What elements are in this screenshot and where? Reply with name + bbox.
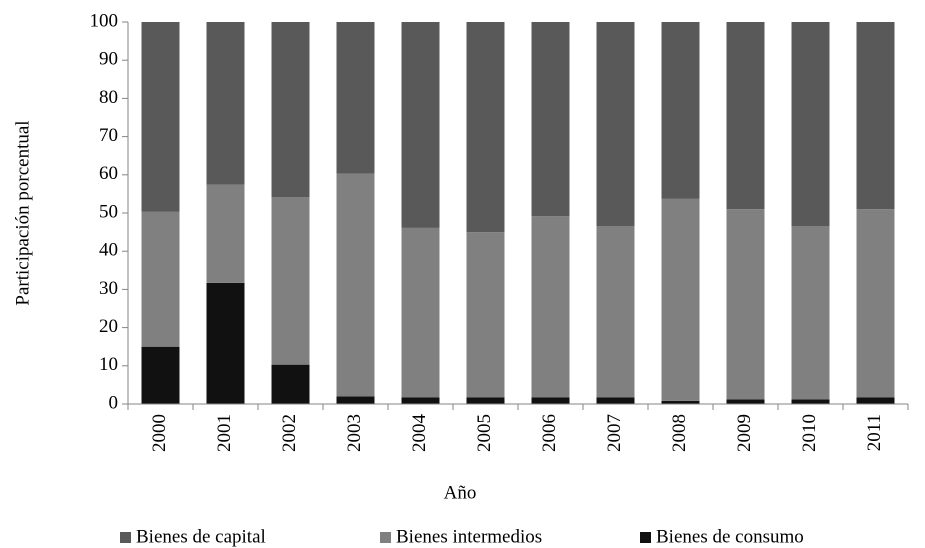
y-tick-label: 80	[99, 87, 118, 108]
bar-segment	[466, 232, 505, 398]
x-tick-label: 2000	[149, 414, 170, 452]
x-tick-label: 2008	[669, 414, 690, 452]
bar-segment	[661, 400, 700, 404]
bar-segment	[596, 397, 635, 404]
y-tick-label: 10	[99, 354, 118, 375]
bar-segment	[791, 22, 830, 226]
bar-segment	[206, 282, 245, 404]
bar-segment	[141, 346, 180, 404]
y-tick-label: 60	[99, 163, 118, 184]
bar-segment	[531, 397, 570, 404]
x-tick-label: 2007	[604, 414, 625, 452]
bar-segment	[531, 216, 570, 398]
bar-segment	[661, 22, 700, 199]
bar-segment	[206, 22, 245, 185]
bar-segment	[856, 397, 895, 404]
bar-segment	[271, 197, 310, 365]
x-tick-label: 2010	[799, 414, 820, 452]
y-tick-label: 20	[99, 316, 118, 337]
bar-segment	[401, 22, 440, 228]
bar-segment	[336, 22, 375, 174]
bar-segment	[791, 225, 830, 400]
y-axis-label: Participación porcentual	[12, 120, 33, 305]
bar-segment	[401, 227, 440, 398]
x-axis-label: Año	[444, 482, 477, 503]
x-tick-label: 2004	[409, 414, 430, 453]
legend-swatch	[640, 532, 651, 543]
y-tick-label: 100	[90, 10, 119, 31]
bar-segment	[141, 22, 180, 212]
x-tick-label: 2002	[279, 414, 300, 452]
x-tick-label: 2003	[344, 414, 365, 452]
bar-segment	[336, 173, 375, 397]
x-tick-label: 2006	[539, 414, 560, 452]
bar-segment	[401, 397, 440, 404]
y-tick-label: 40	[99, 240, 118, 261]
bar-segment	[596, 225, 635, 398]
bar-segment	[856, 209, 895, 398]
bar-segment	[726, 209, 765, 400]
bar-segment	[856, 22, 895, 210]
y-tick-label: 30	[99, 278, 118, 299]
legend-label: Bienes de consumo	[656, 526, 804, 547]
bar-segment	[466, 22, 505, 233]
y-tick-label: 70	[99, 125, 118, 146]
legend-swatch	[120, 532, 131, 543]
bar-segment	[726, 22, 765, 210]
x-tick-label: 2009	[734, 414, 755, 452]
y-tick-label: 50	[99, 201, 118, 222]
legend-swatch	[380, 532, 391, 543]
bar-segment	[271, 22, 310, 198]
bar-segment	[271, 364, 310, 404]
y-tick-label: 0	[109, 392, 119, 413]
legend-label: Bienes de capital	[136, 526, 266, 547]
bar-segment	[141, 211, 180, 347]
bar-segment	[466, 397, 505, 404]
x-tick-label: 2001	[214, 414, 235, 452]
bar-segment	[531, 22, 570, 217]
bar-segment	[596, 22, 635, 226]
legend-label: Bienes intermedios	[396, 526, 542, 547]
x-tick-label: 2011	[864, 414, 885, 451]
bar-segment	[336, 396, 375, 404]
x-tick-label: 2005	[474, 414, 495, 452]
bar-segment	[206, 184, 245, 283]
bar-segment	[661, 198, 700, 401]
y-tick-label: 90	[99, 49, 118, 70]
bar-segment	[726, 399, 765, 404]
bar-segment	[791, 399, 830, 404]
